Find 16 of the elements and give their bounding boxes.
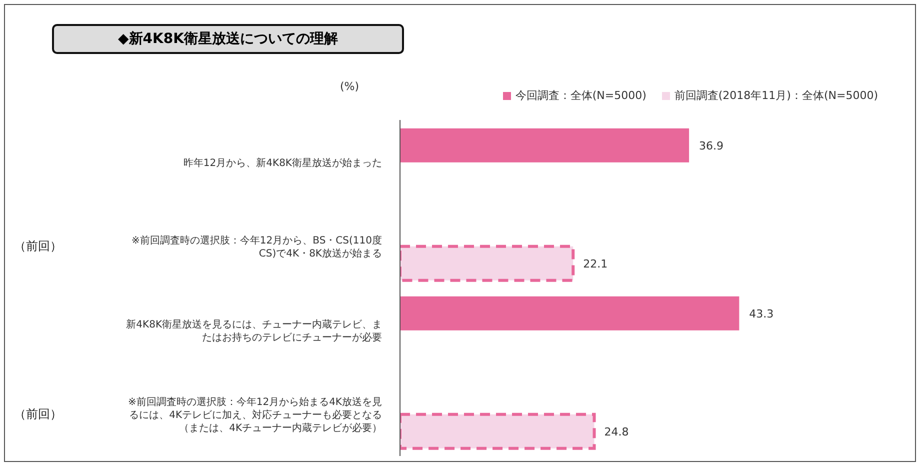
- data-label: 43.3: [749, 307, 774, 320]
- y-tick-label: 昨年12月から、新4K8K衛星放送が始まった: [183, 157, 382, 169]
- bar: [400, 412, 596, 450]
- data-label: 22.1: [583, 257, 608, 270]
- category-label: （前回） ※前回調査時の選択肢：今年12月から始まる4K放送を見るには、4Kテレビに加え、対応チューナーも必要となる（または、4Kチューナー内蔵テレビが必要）: [14, 397, 382, 434]
- bar: [400, 128, 690, 162]
- bar: [400, 296, 740, 330]
- y-tick-label: 新4K8K衛星放送を見るには、チューナー内蔵テレビ、またはお持ちのテレビにチューナーが必要: [126, 318, 382, 344]
- legend-label: 今回調査：全体(N=5000): [514, 88, 646, 103]
- category-label: （前回） ※前回調査時の選択肢：今年12月から、BS・CS(110度CS)で4K・8K放送が始まる: [14, 236, 382, 260]
- bar: [400, 244, 575, 282]
- data-label: 36.9: [699, 139, 724, 152]
- data-label: 24.8: [604, 425, 629, 438]
- legend-label: 前回調査(2018年11月)：全体(N=5000): [673, 88, 878, 103]
- x-axis-title: (%): [340, 80, 360, 93]
- text: ◆新4K8K衛星放送についての理解: [52, 24, 404, 54]
